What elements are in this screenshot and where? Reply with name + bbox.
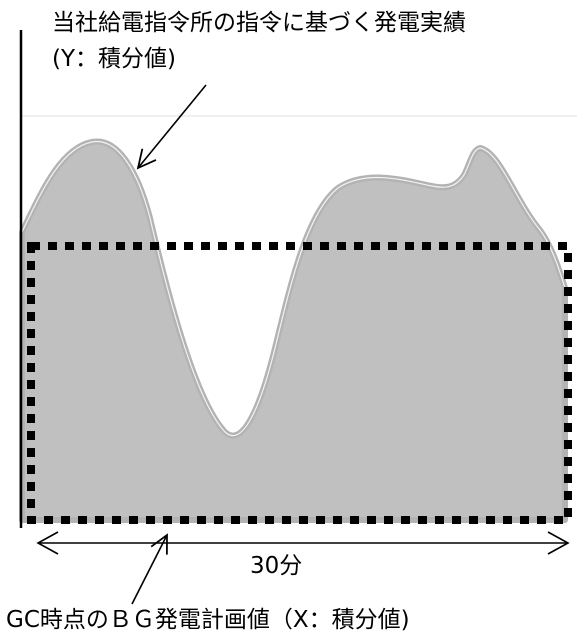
- bg-plan-dotted-box: [27, 242, 572, 524]
- double-headed-arrow-icon: [36, 531, 570, 555]
- arrow-down-left-icon: [136, 84, 207, 170]
- actual-generation-label: 当社給電指令所の指令に基づく発電実績: [52, 10, 466, 36]
- actual-generation-area: [19, 138, 568, 523]
- arrow-up-right-icon: [131, 533, 168, 605]
- duration-label: 30分: [250, 553, 303, 579]
- actual-generation-highlight: [21, 141, 566, 437]
- bg-plan-label: GC時点のＢＧ発電計画値（X：積分値): [6, 607, 410, 633]
- actual-generation-sublabel: (Y：積分値): [52, 46, 176, 72]
